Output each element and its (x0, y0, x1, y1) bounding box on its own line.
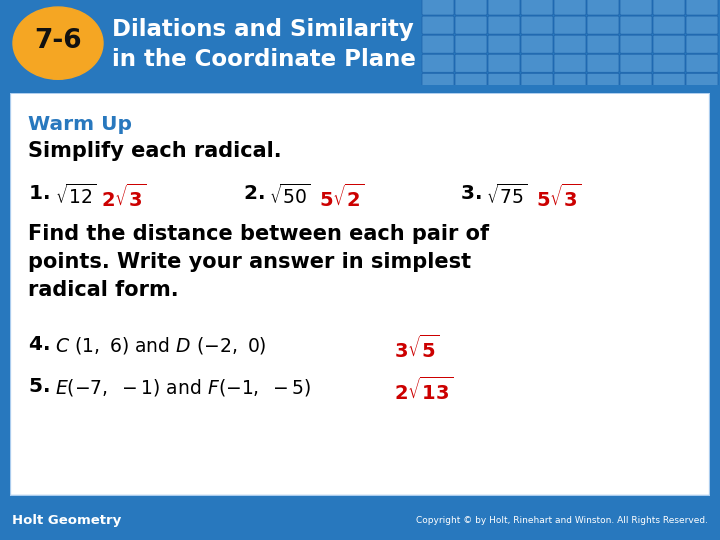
FancyBboxPatch shape (686, 0, 718, 15)
FancyBboxPatch shape (554, 54, 586, 72)
FancyBboxPatch shape (587, 35, 619, 53)
Text: in the Coordinate Plane: in the Coordinate Plane (112, 48, 416, 71)
FancyBboxPatch shape (521, 54, 553, 72)
FancyBboxPatch shape (686, 54, 718, 72)
FancyBboxPatch shape (686, 35, 718, 53)
Text: $C\ (1,\ 6)\ \mathrm{and}\ D\ (-2,\ 0)$: $C\ (1,\ 6)\ \mathrm{and}\ D\ (-2,\ 0)$ (55, 335, 266, 355)
FancyBboxPatch shape (653, 73, 685, 91)
FancyBboxPatch shape (620, 35, 652, 53)
Text: $\mathbf{3\sqrt{5}}$: $\mathbf{3\sqrt{5}}$ (395, 335, 440, 362)
FancyBboxPatch shape (488, 35, 520, 53)
FancyBboxPatch shape (653, 0, 685, 15)
FancyBboxPatch shape (653, 16, 685, 34)
FancyBboxPatch shape (686, 73, 718, 91)
FancyBboxPatch shape (521, 0, 553, 15)
FancyBboxPatch shape (587, 0, 619, 15)
FancyBboxPatch shape (488, 16, 520, 34)
FancyBboxPatch shape (587, 16, 619, 34)
Text: $\mathbf{5\sqrt{3}}$: $\mathbf{5\sqrt{3}}$ (536, 184, 582, 211)
FancyBboxPatch shape (620, 54, 652, 72)
FancyBboxPatch shape (554, 16, 586, 34)
FancyBboxPatch shape (554, 35, 586, 53)
Text: $\mathbf{4.}$: $\mathbf{4.}$ (28, 335, 50, 354)
FancyBboxPatch shape (455, 0, 487, 15)
Text: $\mathbf{1.}$: $\mathbf{1.}$ (28, 184, 50, 202)
FancyBboxPatch shape (554, 73, 586, 91)
FancyBboxPatch shape (587, 54, 619, 72)
Text: Holt Geometry: Holt Geometry (12, 514, 121, 526)
FancyBboxPatch shape (620, 0, 652, 15)
FancyBboxPatch shape (455, 54, 487, 72)
FancyBboxPatch shape (422, 16, 454, 34)
Text: $\mathbf{2\sqrt{13}}$: $\mathbf{2\sqrt{13}}$ (395, 377, 454, 404)
FancyBboxPatch shape (455, 16, 487, 34)
FancyBboxPatch shape (422, 73, 454, 91)
Text: Dilations and Similarity: Dilations and Similarity (112, 18, 414, 40)
Text: 7-6: 7-6 (34, 28, 82, 54)
FancyBboxPatch shape (653, 35, 685, 53)
FancyBboxPatch shape (488, 54, 520, 72)
FancyBboxPatch shape (620, 73, 652, 91)
FancyBboxPatch shape (653, 54, 685, 72)
Text: $\sqrt{50}$: $\sqrt{50}$ (269, 184, 310, 208)
FancyBboxPatch shape (455, 73, 487, 91)
Text: $\sqrt{12}$: $\sqrt{12}$ (55, 184, 96, 208)
Text: Find the distance between each pair of
points. Write your answer in simplest
rad: Find the distance between each pair of p… (28, 224, 490, 300)
FancyBboxPatch shape (488, 0, 520, 15)
Text: Warm Up: Warm Up (28, 115, 132, 134)
Text: $\mathbf{2\sqrt{3}}$: $\mathbf{2\sqrt{3}}$ (101, 184, 147, 211)
Text: $\mathbf{3.}$: $\mathbf{3.}$ (460, 184, 482, 202)
FancyBboxPatch shape (521, 73, 553, 91)
Text: $\mathbf{5\sqrt{2}}$: $\mathbf{5\sqrt{2}}$ (318, 184, 364, 211)
FancyBboxPatch shape (686, 16, 718, 34)
Ellipse shape (13, 7, 103, 79)
Text: Copyright © by Holt, Rinehart and Winston. All Rights Reserved.: Copyright © by Holt, Rinehart and Winsto… (416, 516, 708, 524)
FancyBboxPatch shape (587, 73, 619, 91)
FancyBboxPatch shape (422, 35, 454, 53)
Text: $\mathbf{5.}$: $\mathbf{5.}$ (28, 377, 50, 396)
FancyBboxPatch shape (455, 35, 487, 53)
Text: $E(-7,\ -1)\ \mathrm{and}\ F(-1,\ -5)$: $E(-7,\ -1)\ \mathrm{and}\ F(-1,\ -5)$ (55, 377, 311, 398)
FancyBboxPatch shape (521, 35, 553, 53)
FancyBboxPatch shape (488, 73, 520, 91)
FancyBboxPatch shape (422, 54, 454, 72)
Text: Simplify each radical.: Simplify each radical. (28, 141, 282, 161)
Text: $\sqrt{75}$: $\sqrt{75}$ (487, 184, 528, 208)
FancyBboxPatch shape (10, 93, 710, 496)
FancyBboxPatch shape (521, 16, 553, 34)
FancyBboxPatch shape (422, 0, 454, 15)
FancyBboxPatch shape (620, 16, 652, 34)
FancyBboxPatch shape (554, 0, 586, 15)
Text: $\mathbf{2.}$: $\mathbf{2.}$ (243, 184, 264, 202)
